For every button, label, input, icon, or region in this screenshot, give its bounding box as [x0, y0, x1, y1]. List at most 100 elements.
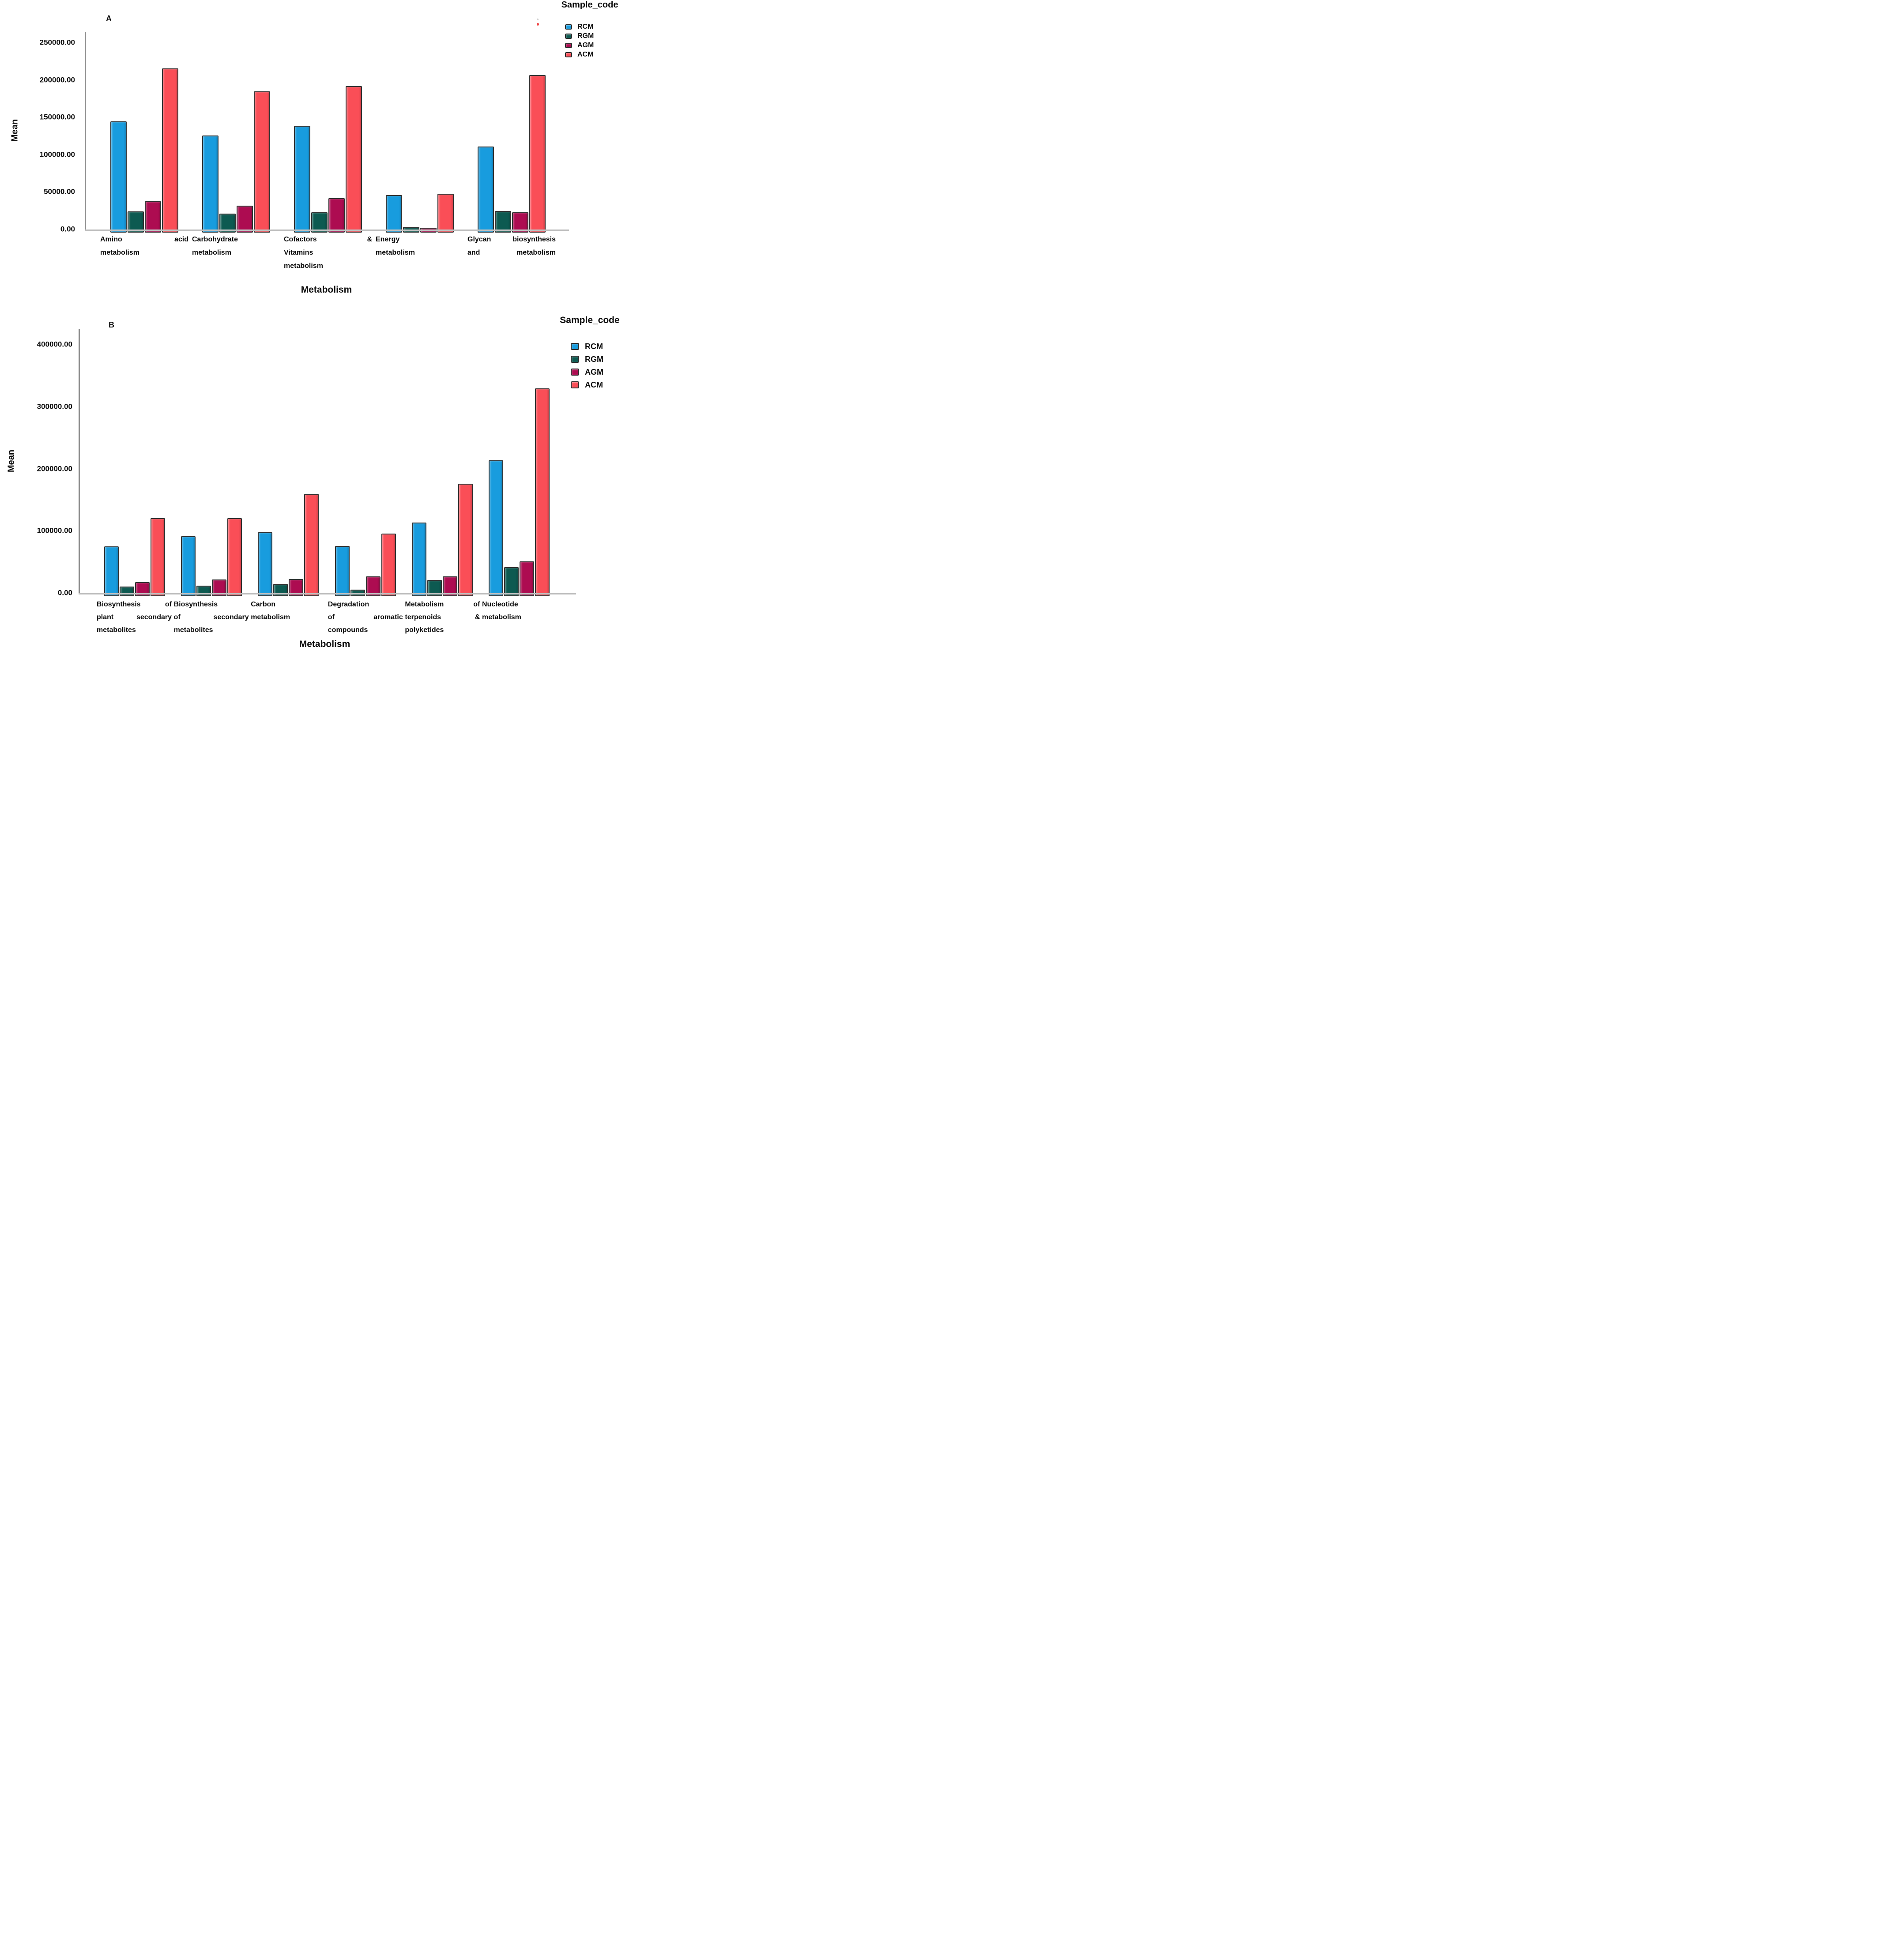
legend-entry-agm: AGM: [571, 366, 630, 378]
bar-acm-3: [381, 534, 396, 596]
category-label: Nucleotide metabolism: [482, 598, 557, 636]
y-axis-line: [85, 32, 86, 229]
legend-title: Sample_code: [560, 315, 620, 325]
category-label-line: metabolism: [376, 249, 415, 256]
category-label: Energy metabolism: [376, 233, 464, 273]
category-label-line: Nucleotide: [482, 601, 518, 608]
bar-group: [478, 75, 546, 233]
bar-agm-0: [145, 201, 161, 233]
category-label-line: metabolites: [97, 626, 136, 634]
bar-agm-4: [442, 576, 457, 596]
bar-rcm-4: [411, 523, 426, 596]
legend-label: RGM: [585, 354, 603, 364]
bar-group: [411, 484, 473, 596]
x-axis-line: [85, 229, 569, 231]
plot-area: [79, 329, 571, 596]
category-label-line: Cofactors &: [284, 236, 372, 243]
legend-swatch-agm: [565, 42, 572, 48]
legend-entries: RCM RGM AGM ACM: [550, 341, 630, 391]
y-tick-label: 200000.00: [39, 75, 75, 84]
category-label-line: and metabolism: [467, 249, 556, 256]
y-tick-label: 300000.00: [37, 402, 72, 411]
category-label-line: Amino acid: [100, 236, 188, 243]
bar-acm-0: [151, 518, 165, 596]
bar-agm-5: [519, 561, 534, 596]
bar-rcm-5: [488, 460, 503, 596]
category-label-line: Metabolism of: [405, 601, 480, 608]
category-label-line: of aromatic: [328, 613, 403, 621]
category-label-line: metabolism: [100, 249, 139, 256]
legend-swatch-rgm: [565, 33, 572, 39]
category-label-line: metabolism: [482, 613, 521, 621]
bar-rgm-5: [504, 567, 519, 596]
bar-rcm-1: [202, 135, 219, 233]
bar-group: [104, 518, 165, 596]
bar-rcm-1: [181, 536, 196, 596]
y-tick-label: 0.00: [60, 225, 75, 233]
category-label: Metabolism of terpenoids & polyketides: [405, 598, 480, 636]
bar-rcm-4: [478, 147, 494, 233]
bar-rcm-3: [335, 546, 350, 596]
y-tick-label: 400000.00: [37, 340, 72, 349]
legend-label: ACM: [585, 380, 603, 389]
category-label-line: Carbon: [251, 601, 276, 608]
category-label: Degradation of aromatic compounds: [328, 598, 403, 636]
category-label-line: metabolites: [173, 626, 213, 634]
bar-group: [488, 388, 550, 596]
x-category-labels: Amino acid metabolism Carbohydrate metaboli…: [85, 233, 568, 273]
speck-artifact-red: [537, 23, 539, 26]
category-label-line: Carbohydrate: [192, 236, 238, 243]
legend-entry-rgm: RGM: [565, 32, 630, 40]
bar-acm-1: [254, 91, 270, 233]
chart-panel-a: A Mean 250000.00 200000.00 150000.00 100000…: [0, 0, 632, 313]
bar-acm-3: [437, 194, 454, 233]
bar-group: [110, 68, 178, 233]
legend-entry-rgm: RGM: [571, 354, 630, 365]
chart-panel-b: B Mean 400000.00 300000.00 200000.00 100000…: [0, 313, 632, 653]
bar-rgm-4: [495, 211, 511, 233]
bar-rcm-0: [104, 546, 119, 596]
legend-label: AGM: [585, 367, 603, 376]
category-label-line: plant secondary: [97, 613, 172, 621]
bar-group: [181, 518, 242, 596]
bar-rgm-2: [311, 212, 328, 233]
legend-swatch-rgm: [571, 356, 579, 363]
bar-group: [386, 194, 454, 233]
category-label: Carbohydrate metabolism: [192, 233, 280, 273]
bar-rcm-0: [110, 121, 127, 233]
y-tick-label: 100000.00: [39, 150, 75, 159]
legend-entry-acm: ACM: [571, 379, 630, 391]
legend-label: RCM: [585, 342, 603, 351]
category-label-line: Degradation: [328, 601, 369, 608]
bar-group: [335, 534, 396, 596]
category-label-line: Biosynthesis of: [97, 601, 172, 608]
bar-acm-2: [304, 494, 319, 596]
y-tick-label: 50000.00: [44, 188, 75, 196]
bar-agm-2: [328, 198, 345, 233]
legend-label: RCM: [577, 23, 594, 30]
bar-rgm-1: [219, 214, 236, 233]
x-axis-title: Metabolism: [299, 639, 350, 649]
category-label: Biosynthesis of plant secondary metabolite…: [97, 598, 172, 636]
panel-label-a: A: [106, 14, 112, 23]
bar-acm-0: [162, 68, 178, 233]
legend-swatch-acm: [571, 381, 579, 388]
x-axis-title: Metabolism: [301, 285, 352, 295]
x-category-labels: Biosynthesis of plant secondary metabolite…: [79, 598, 571, 636]
category-label-line: Energy: [376, 236, 400, 243]
y-tick-label: 100000.00: [37, 526, 72, 535]
bar-acm-5: [535, 388, 550, 596]
category-label-line: polyketides: [405, 626, 444, 634]
bar-group: [258, 494, 319, 596]
legend-entry-agm: AGM: [565, 41, 630, 49]
legend-label: RGM: [577, 32, 594, 40]
bar-rgm-1: [196, 586, 211, 596]
category-label: Glycan biosynthesis and metabolism: [467, 233, 556, 273]
y-tick-label: 250000.00: [39, 38, 75, 47]
category-label-line: Vitamins: [284, 249, 313, 256]
y-axis-line: [79, 329, 80, 593]
bar-rcm-2: [258, 532, 273, 596]
category-label-line: Glycan biosynthesis: [467, 236, 556, 243]
category-label-line: metabolism: [284, 262, 323, 270]
category-label: Amino acid metabolism: [100, 233, 188, 273]
